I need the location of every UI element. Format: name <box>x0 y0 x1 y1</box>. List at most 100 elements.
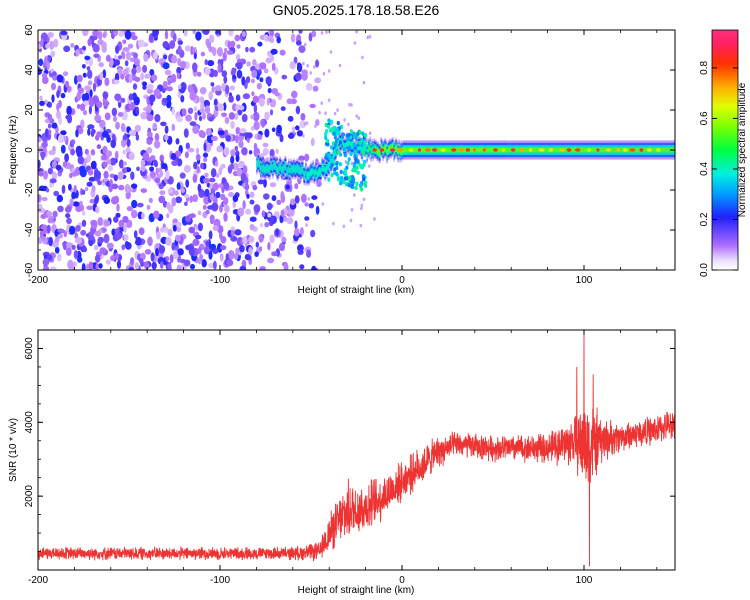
spectrogram-noise-cell <box>116 203 120 212</box>
spectrogram-signal-cell <box>651 147 653 153</box>
colorbar-tick-label: 0.6 <box>699 111 710 125</box>
spectrogram-noise-cell <box>90 219 98 227</box>
spectrogram-noise-cell <box>113 195 120 204</box>
spectrogram-signal-cell <box>268 167 270 173</box>
spectrogram-signal-cell <box>406 147 408 153</box>
spectrogram-noise-cell <box>223 212 228 222</box>
spectrogram-noise-cell <box>131 35 138 41</box>
spectrogram-y-tick-label: 40 <box>24 64 35 76</box>
spectrogram-noise-cell <box>255 241 259 248</box>
spectrogram-peak-cell <box>417 148 421 152</box>
spectrogram-y-tick-label: -20 <box>24 182 35 197</box>
spectrogram-y-tick-label: -40 <box>24 222 35 237</box>
spectrogram-onset-cell <box>332 131 336 136</box>
spectrogram-noise-cell <box>242 200 246 210</box>
spectrogram-sparse-cell <box>325 30 328 34</box>
spectrogram-onset-cell <box>361 131 365 136</box>
spectrogram-noise-cell <box>231 67 236 77</box>
spectrogram-noise-cell <box>269 234 275 244</box>
spectrogram-signal-cell <box>584 147 586 153</box>
colorbar-gradient <box>712 30 738 270</box>
spectrogram-noise-cell <box>128 102 136 111</box>
spectrogram-signal-cell <box>554 147 556 153</box>
spectrogram-x-ticks: -200 -100 0 100 <box>28 30 658 286</box>
spectrogram-noise-cell <box>56 74 64 83</box>
spectrogram-signal-cell <box>611 147 613 153</box>
spectrogram-noise-cell <box>159 190 166 196</box>
spectrogram-sparse-cell <box>322 72 326 76</box>
spectrogram-noise-cell <box>192 62 198 72</box>
spectrogram-noise-cell <box>104 112 111 121</box>
spectrogram-signal-cell <box>356 149 358 155</box>
spectrogram-signal-cell <box>348 141 350 146</box>
spectrogram-signal-cell <box>288 165 290 171</box>
spectrogram-noise-cell <box>267 242 271 251</box>
spectrogram-noise-cell <box>47 102 52 108</box>
spectrogram-noise-cell <box>82 109 88 116</box>
spectrogram-noise-cell <box>280 209 285 217</box>
spectrogram-signal-cell <box>602 147 604 153</box>
spectrogram-noise-cell <box>139 258 144 264</box>
spectrogram-noise-cell <box>82 30 89 37</box>
spectrogram-noise-cell <box>46 254 53 261</box>
spectrogram-onset-cell <box>327 177 331 182</box>
spectrogram-signal-cell <box>470 147 472 153</box>
spectrogram-noise-cell <box>296 130 303 137</box>
spectrogram-noise-cell <box>38 43 41 52</box>
spectrogram-signal-cell <box>653 147 655 153</box>
spectrogram-onset-cell <box>337 176 341 182</box>
spectrogram-x-tick-label: -100 <box>210 275 230 286</box>
spectrogram-signal-cell <box>446 147 448 153</box>
spectrogram-noise-cell <box>220 245 227 251</box>
spectrogram-noise-cell <box>178 40 183 45</box>
spectrogram-noise-cell <box>130 171 135 180</box>
spectrogram-noise-cell <box>185 142 190 150</box>
figure-title: GN05.2025.178.18.58.E26 <box>273 2 440 18</box>
spectrogram-noise-cell <box>189 213 196 219</box>
spectrogram-noise-cell <box>194 234 202 240</box>
spectrogram-noise-cell <box>77 256 83 263</box>
spectrogram-noise-cell <box>128 129 137 136</box>
spectrogram-noise-cell <box>133 58 141 66</box>
spectrogram-sparse-cell <box>368 164 371 168</box>
spectrogram-onset-cell <box>331 158 335 164</box>
spectrogram-noise-cell <box>46 224 51 234</box>
spectrogram-noise-cell <box>130 257 135 266</box>
spectrogram-noise-cell <box>266 202 273 211</box>
spectrogram-onset-cell <box>359 164 363 170</box>
spectrogram-noise-cell <box>114 150 119 161</box>
spectrogram-signal-cell <box>471 147 473 153</box>
spectrogram-signal-cell <box>289 170 291 176</box>
spectrogram-noise-cell <box>230 120 235 129</box>
spectrogram-signal-cell <box>378 150 380 156</box>
spectrogram-onset-cell <box>330 126 334 132</box>
spectrogram-noise-cell <box>248 150 253 155</box>
spectrogram-noise-cell <box>184 151 189 159</box>
spectrogram-noise-cell <box>114 72 120 82</box>
spectrogram-noise-cell <box>159 154 165 163</box>
spectrogram-noise-cell <box>290 33 296 43</box>
spectrogram-noise-cell <box>315 59 320 68</box>
spectrogram-noise-cell <box>88 231 95 236</box>
spectrogram-noise-cell <box>82 72 87 78</box>
spectrogram-noise-cell <box>238 160 245 168</box>
spectrogram-noise-cell <box>208 34 215 43</box>
spectrogram-signal-cell <box>660 147 662 153</box>
spectrogram-noise-cell <box>258 246 263 252</box>
spectrogram-onset-cell <box>349 179 353 184</box>
spectrogram-signal-cell <box>282 166 284 171</box>
spectrogram-signal-cell <box>664 147 666 153</box>
spectrogram-noise-cell <box>81 210 86 216</box>
spectrogram-noise-cell <box>206 133 214 144</box>
spectrogram-noise-cell <box>129 57 136 62</box>
spectrogram-signal-cell <box>386 151 388 157</box>
spectrogram-noise-cell <box>126 219 133 229</box>
spectrogram-noise-cell <box>269 109 274 116</box>
spectrogram-noise-cell <box>281 74 288 80</box>
spectrogram-signal-cell <box>412 147 414 153</box>
spectrogram-noise-cell <box>122 51 126 60</box>
spectrogram-noise-cell <box>96 144 102 150</box>
spectrogram-noise-cell <box>48 150 56 156</box>
spectrogram-signal-cell <box>445 147 447 153</box>
spectrogram-noise-cell <box>105 54 111 62</box>
